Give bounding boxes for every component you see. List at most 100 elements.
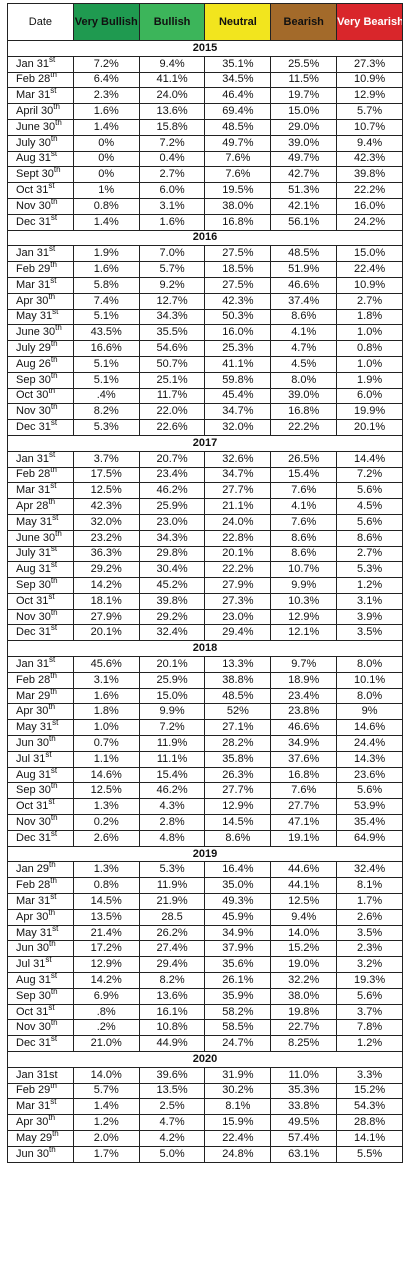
value-cell: 14.5% (72, 893, 140, 910)
value-cell: 11.9% (138, 877, 206, 895)
data-row: Nov 30th 0.2% 2.8% 14.5% 47.1% 35.4% (7, 814, 403, 831)
data-row: Feb 28th 3.1% 25.9% 38.8% 18.9% 10.1% (7, 671, 403, 689)
value-cell: 1.9% (72, 245, 140, 263)
date-suffix: st (50, 624, 58, 633)
date-suffix: st (50, 87, 57, 96)
value-cell: 34.5% (204, 71, 272, 89)
date-suffix: th (50, 782, 58, 791)
value-cell: 16.0% (336, 197, 403, 215)
value-cell: .2% (72, 1019, 140, 1037)
data-row: July 31st 36.3% 29.8% 20.1% 8.6% 2.7% (7, 545, 403, 563)
date-cell: Feb 28th (7, 71, 74, 89)
value-cell: 26.1% (204, 972, 272, 989)
date-suffix: st (48, 182, 55, 191)
date-suffix: st (50, 830, 58, 838)
date-cell: Nov 30th (7, 1019, 74, 1037)
date-suffix: th (49, 1146, 56, 1154)
date-text: Jun 30 (16, 942, 50, 955)
value-cell: 2.3% (336, 940, 403, 958)
data-row: Feb 29th 5.7% 13.5% 30.2% 35.3% 15.2% (7, 1082, 403, 1100)
value-cell: 39.0% (270, 134, 338, 152)
value-cell: 23.8% (270, 703, 338, 721)
date-suffix: th (50, 688, 57, 696)
value-cell: 4.5% (270, 355, 338, 373)
date-text: Dec 31 (16, 1037, 51, 1050)
date-text: Feb 28 (16, 468, 51, 481)
value-cell: 45.6% (72, 656, 140, 673)
value-cell: 19.0% (270, 956, 338, 974)
date-text: Sep 30 (16, 989, 51, 1002)
date-suffix: st (50, 277, 57, 285)
value-cell: 7.6% (204, 166, 272, 184)
value-cell: 5.1% (72, 308, 140, 326)
data-row: Apr 30th 1.8% 9.9% 52% 23.8% 9% (7, 703, 403, 721)
value-cell: 42.3% (204, 292, 272, 310)
date-text: Sep 30 (16, 578, 51, 591)
value-cell: 9.9% (270, 577, 338, 594)
data-row: Aug 26th 5.1% 50.7% 41.1% 4.5% 1.0% (7, 355, 403, 373)
value-cell: 14.4% (336, 450, 403, 468)
value-cell: 8.6% (336, 529, 403, 547)
value-cell: 22.7% (270, 1019, 338, 1037)
value-cell: 29.4% (138, 956, 206, 974)
value-cell: 49.5% (270, 1114, 338, 1131)
data-row: Oct 30th .4% 11.7% 45.4% 39.0% 6.0% (7, 387, 403, 405)
value-cell: 8.2% (138, 972, 206, 989)
date-cell: May 31st (7, 924, 74, 942)
data-row: Aug 31st 0% 0.4% 7.6% 49.7% 42.3% (7, 150, 403, 168)
value-cell: 3.2% (336, 956, 403, 974)
value-cell: 15.2% (336, 1082, 403, 1100)
value-cell: 32.0% (204, 419, 272, 436)
value-cell: .8% (72, 1003, 140, 1021)
date-cell: July 30th (7, 134, 74, 152)
value-cell: 46.6% (270, 719, 338, 737)
date-text: Jan 31 (16, 57, 50, 70)
value-cell: 30.4% (138, 561, 206, 579)
date-text: Mar 31 (16, 894, 51, 907)
value-cell: 27.7% (270, 798, 338, 816)
date-text: May 31 (16, 926, 53, 939)
date-text: Jan 31 (16, 657, 50, 670)
value-cell: 14.0% (270, 924, 338, 942)
date-suffix: th (48, 909, 56, 917)
data-row: Aug 31st 14.6% 15.4% 26.3% 16.8% 23.6% (7, 766, 403, 784)
year-row: 2018 (7, 640, 403, 658)
value-cell: 5.3% (138, 861, 206, 879)
date-suffix: st (50, 482, 57, 491)
value-cell: 7.2% (336, 466, 403, 484)
value-cell: 8.6% (270, 308, 338, 326)
value-cell: 44.6% (270, 861, 338, 879)
value-cell: 7.0% (138, 245, 206, 263)
value-cell: 3.9% (336, 608, 403, 626)
date-suffix: th (48, 703, 56, 712)
value-cell: 1.4% (72, 213, 140, 231)
date-suffix: st (50, 893, 57, 901)
value-cell: 1.6% (72, 103, 140, 120)
value-cell: 50.7% (138, 355, 206, 373)
value-cell: 69.4% (204, 103, 272, 120)
value-cell: 14.2% (72, 972, 140, 989)
value-cell: 0.4% (138, 150, 206, 168)
value-cell: 22.4% (336, 261, 403, 278)
date-text: Dec 31 (16, 421, 51, 434)
value-cell: 19.1% (270, 829, 338, 847)
value-cell: 9.9% (138, 703, 206, 721)
date-text: Feb 29 (16, 263, 51, 276)
date-suffix: th (48, 388, 56, 396)
date-cell: Jun 30th (7, 735, 74, 752)
year-row: 2015 (7, 40, 403, 57)
value-cell: 24.4% (336, 735, 403, 752)
date-text: Jul 31 (16, 958, 46, 971)
date-text: Feb 28 (16, 879, 51, 892)
value-cell: 38.0% (204, 197, 272, 215)
value-cell: 23.0% (204, 608, 272, 626)
year-label: 2019 (7, 845, 403, 863)
data-row: Oct 31st .8% 16.1% 58.2% 19.8% 3.7% (7, 1003, 403, 1021)
date-text: Nov 30 (16, 815, 51, 828)
data-row: Feb 28th 0.8% 11.9% 35.0% 44.1% 8.1% (7, 877, 403, 895)
date-text: Feb 28 (16, 673, 51, 686)
data-row: Jan 31st 1.9% 7.0% 27.5% 48.5% 15.0% (7, 245, 403, 263)
date-text: April 30 (16, 105, 54, 118)
value-cell: 27.3% (204, 592, 272, 610)
